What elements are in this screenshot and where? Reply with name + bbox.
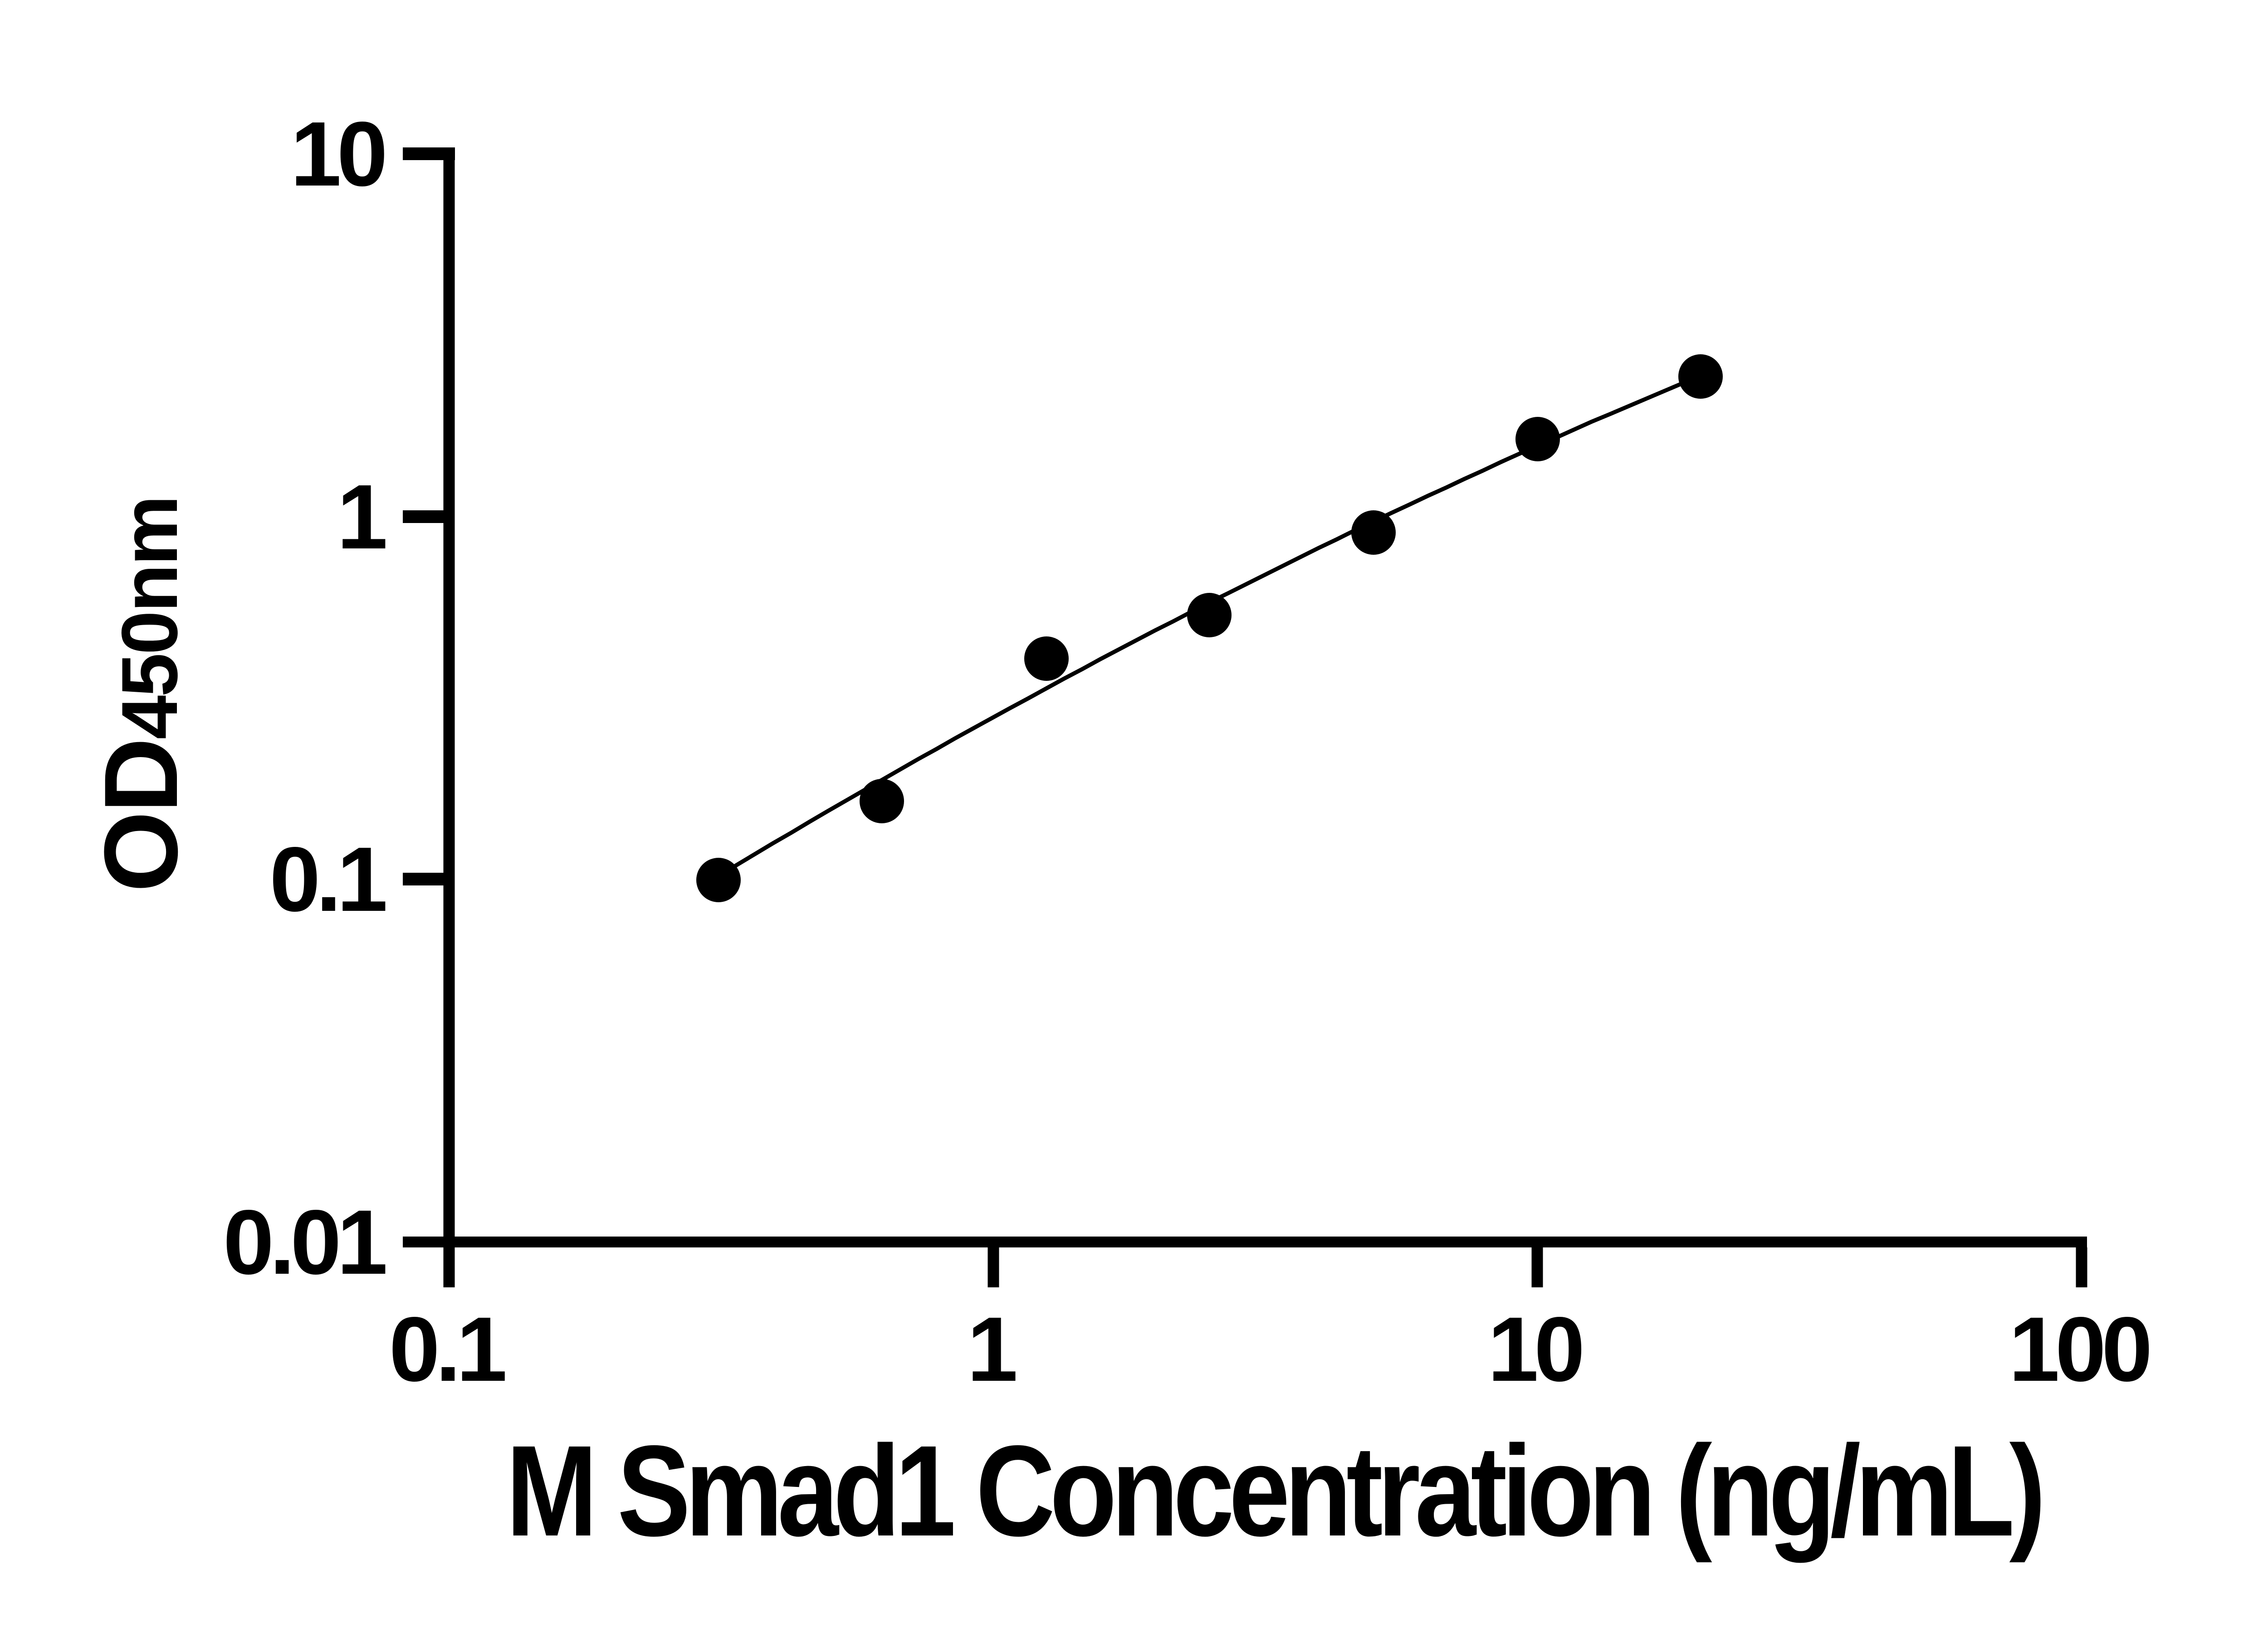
- svg-text:M Smad1 Concentration (ng/mL): M Smad1 Concentration (ng/mL): [506, 1419, 2042, 1564]
- svg-text:0.1: 0.1: [389, 1298, 505, 1400]
- svg-text:100: 100: [2009, 1298, 2149, 1400]
- svg-text:0.01: 0.01: [223, 1191, 386, 1293]
- svg-text:10: 10: [290, 103, 384, 205]
- svg-text:0.1: 0.1: [269, 828, 385, 930]
- svg-text:10: 10: [1488, 1298, 1582, 1400]
- svg-text:1: 1: [967, 1298, 1016, 1400]
- svg-text:OD450nm: OD450nm: [83, 497, 199, 892]
- svg-text:1: 1: [337, 465, 386, 568]
